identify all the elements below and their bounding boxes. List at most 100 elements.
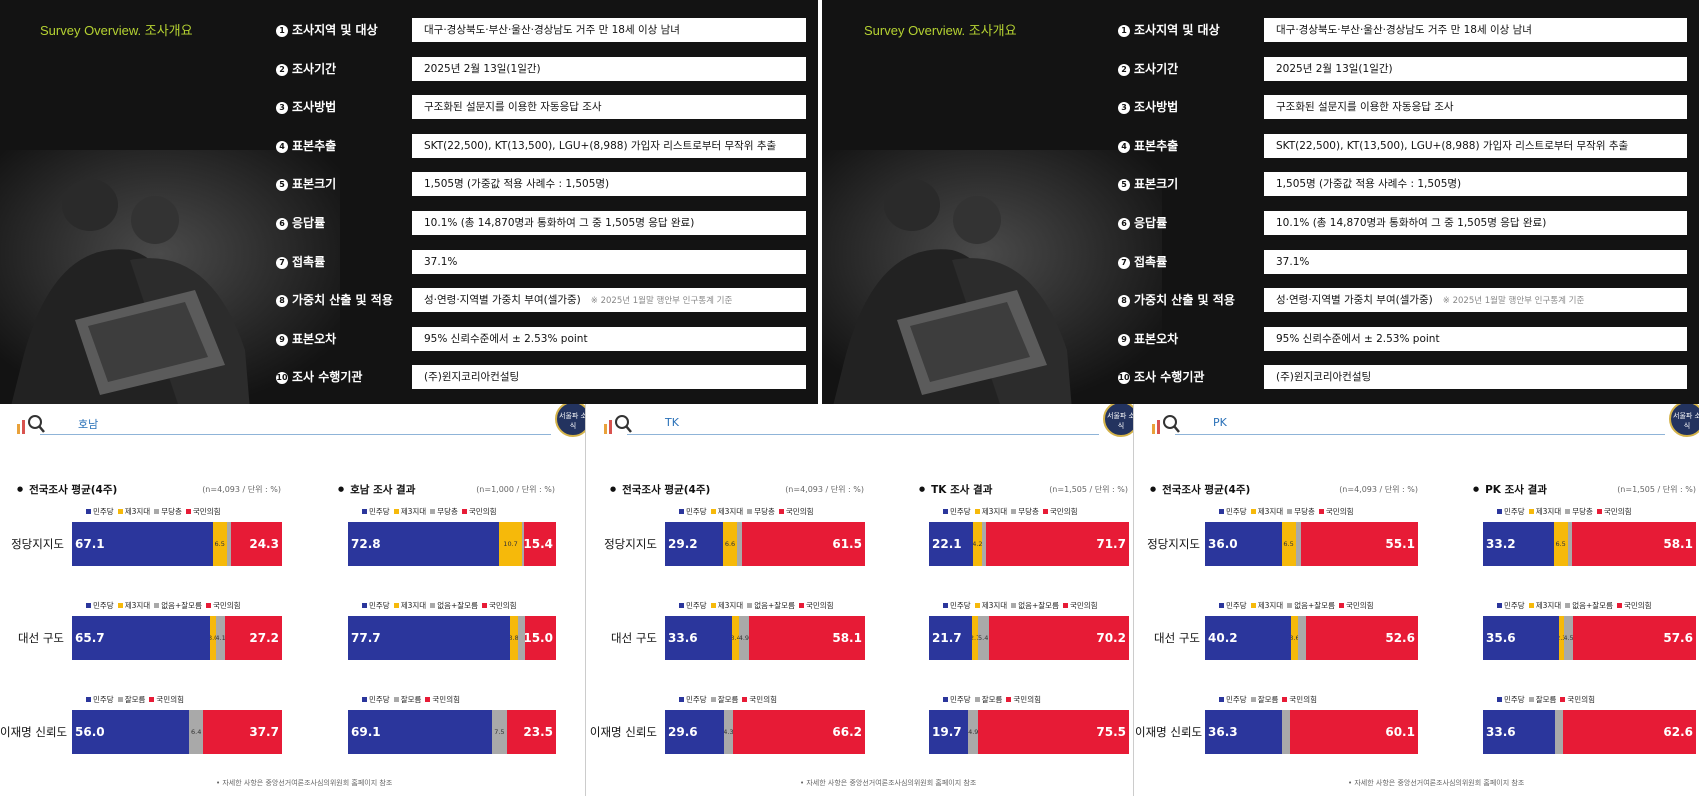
survey-row-value: (주)윈지코리아컨설팅 (412, 365, 806, 390)
legend-label: 국민의힘 (1345, 601, 1374, 610)
survey-row-number: 1 (276, 25, 288, 37)
row-label: 정당지지도 (1147, 537, 1200, 551)
survey-row-number: 2 (276, 63, 288, 76)
survey-row: 3 조사방법 구조화된 설문지를 이용한 자동응답 조사 (822, 95, 1699, 120)
footnote: • 자세한 사항은 중앙선거여론조사심의위원회 홈페이지 참조 (216, 779, 393, 787)
survey-row-label-text: 표본크기 (292, 177, 337, 192)
survey-row-number: 6 (276, 218, 288, 230)
chart-legend: 민주당 잘모름 국민의힘 (939, 694, 1041, 705)
bar-segment: 36.0 (1205, 522, 1282, 566)
legend-swatch (974, 509, 980, 514)
bar-value-label: 69.1 (351, 725, 381, 739)
legend-label: 국민의힘 (432, 695, 461, 704)
legend-swatch (679, 603, 684, 608)
legend-swatch (1250, 697, 1256, 702)
legend-label: 민주당 (1504, 507, 1525, 516)
survey-row-value: 1,505명 (가중값 적용 사례수 : 1,505명) (1264, 172, 1687, 197)
survey-row-label-text: 조사지역 및 대상 (292, 23, 378, 37)
survey-row-value: 37.1% (1264, 249, 1687, 274)
bar-value-label: 6.5 (1555, 540, 1566, 548)
survey-row: 8 가중치 산출 및 적용 성·연령·지역별 가중치 부여(셀가중) ※ 2025년 … (822, 288, 1699, 313)
bar-segment: 55.1 (1300, 522, 1418, 566)
legend-label: 국민의힘 (805, 601, 834, 610)
survey-row-number: 8 (276, 295, 288, 308)
survey-row-value: 구조화된 설문지를 이용한 자동응답 조사 (1264, 95, 1687, 120)
stacked-bar: 29.2 6.6 61.5 (665, 522, 865, 566)
bar-segment: 52.6 (1305, 616, 1418, 660)
chart-sample-note: (n=4,093 / 단위 : %) (1339, 485, 1418, 494)
survey-row-value-text: 대구·경상북도·부산·울산·경상남도 거주 만 18세 이상 남녀 (1276, 24, 1532, 36)
survey-row-label-text: 표본추출 (1134, 138, 1179, 153)
legend-label: 없음+잘모름 (1018, 601, 1059, 610)
legend-swatch (1006, 697, 1012, 702)
bar-segment (1298, 616, 1306, 660)
legend-label: 민주당 (950, 695, 971, 704)
survey-row-number: 9 (1118, 333, 1130, 346)
survey-row: 7 접촉률 37.1% (0, 249, 818, 274)
bar-value-label: 56.0 (75, 725, 105, 739)
legend-swatch (1011, 509, 1017, 514)
bar-segment: 60.1 (1289, 710, 1418, 754)
legend-label: 잘모름 (124, 695, 146, 704)
survey-row-number: 3 (276, 102, 288, 115)
survey-row-number: 6 (1118, 218, 1130, 230)
survey-row-value-text: (주)윈지코리아컨설팅 (1276, 371, 1372, 384)
legend-label: 민주당 (93, 601, 114, 610)
chart-legend: 민주당 잘모름 국민의힘 (675, 694, 777, 705)
bar-segment: 3.6 (1290, 616, 1299, 660)
bar-segment: 6.6 (723, 522, 737, 566)
bar-segment: 6.4 (189, 710, 203, 754)
header-rule (40, 434, 551, 435)
bar-value-label: 4.2 (973, 540, 981, 548)
survey-row-value: SKT(22,500), KT(13,500), LGU+(8,988) 가입자… (1264, 133, 1687, 158)
bar-segment: 2.3 (1558, 616, 1564, 660)
chart-legend: 민주당 잘모름 국민의힘 (82, 694, 184, 705)
legend-swatch (1287, 603, 1293, 608)
survey-row-label: 3 조사방법 (276, 98, 336, 115)
bar-segment: 29.6 (665, 710, 725, 754)
bar-value-label: 62.6 (1663, 725, 1693, 739)
stacked-bar: 77.7 3.8 15.0 (348, 616, 556, 660)
survey-row: 6 응답률 10.1% (총 14,870명과 통화하여 그 중 1,505명 응답… (0, 211, 818, 235)
survey-row-value: SKT(22,500), KT(13,500), LGU+(8,988) 가입자… (412, 133, 806, 158)
region-name: 호남 (78, 418, 99, 431)
legend-label: 국민의힘 (1567, 695, 1596, 704)
bar-value-label: 5.4 (978, 634, 989, 642)
region-name: PK (1213, 416, 1227, 429)
survey-row-label: 6 응답률 (276, 214, 325, 231)
row-label: 정당지지도 (604, 537, 657, 551)
survey-row-value-text: 2025년 2월 13일(1일간) (424, 62, 541, 75)
survey-row-label: 1 조사지역 및 대상 (276, 21, 378, 38)
bar-segment: 27.2 (224, 616, 282, 660)
survey-row-value: 구조화된 설문지를 이용한 자동응답 조사 (412, 95, 806, 120)
bar-segment (521, 522, 524, 566)
publisher-seal-logo: 서울파 소식 (1669, 404, 1699, 437)
survey-row-value-text: 2025년 2월 13일(1일간) (1276, 62, 1393, 75)
legend-swatch (1011, 603, 1017, 608)
survey-row-label: 4 표본추출 (1118, 137, 1178, 154)
survey-row-number: 7 (276, 256, 288, 269)
stacked-bar: 40.2 3.6 52.6 (1205, 616, 1418, 660)
legend-swatch (430, 603, 436, 608)
legend-swatch (1219, 603, 1224, 608)
bar-segment: 4.5 (1563, 616, 1574, 660)
row-label: 대선 구도 (1154, 631, 1200, 645)
legend-swatch (430, 509, 436, 514)
chart-legend: 민주당 잘모름 국민의힘 (1215, 694, 1317, 705)
legend-label: 제3지대 (1535, 601, 1562, 610)
legend-label: 국민의힘 (156, 695, 185, 704)
bar-value-label: 2.3 (1559, 634, 1564, 642)
legend-swatch (425, 697, 431, 702)
legend-label: 없음+잘모름 (754, 601, 795, 610)
legend-label: 무당층 (161, 507, 182, 516)
chart-legend: 민주당 제3지대 무당층 국민의힘 (939, 506, 1078, 517)
survey-row-label-text: 조사지역 및 대상 (1134, 23, 1220, 37)
survey-row-label-text: 표본오차 (1134, 331, 1179, 346)
legend-swatch (86, 603, 91, 608)
survey-row-number: 5 (1118, 179, 1130, 192)
legend-label: 잘모름 (1257, 695, 1279, 704)
chart-legend: 민주당 제3지대 없음+잘모름 국민의힘 (82, 600, 241, 611)
legend-label: 국민의힘 (1289, 695, 1318, 704)
chart-title: TK 조사 결과 (919, 482, 992, 497)
bar-segment: 58.1 (748, 616, 865, 660)
